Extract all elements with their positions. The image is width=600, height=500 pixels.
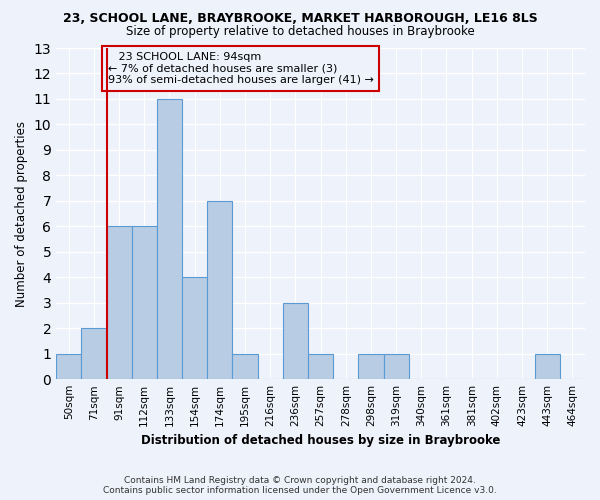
Bar	[82, 328, 107, 379]
Text: 23, SCHOOL LANE, BRAYBROOKE, MARKET HARBOROUGH, LE16 8LS: 23, SCHOOL LANE, BRAYBROOKE, MARKET HARB…	[62, 12, 538, 26]
Bar	[358, 354, 383, 379]
Bar	[107, 226, 132, 379]
Bar	[157, 99, 182, 379]
Y-axis label: Number of detached properties: Number of detached properties	[15, 120, 28, 306]
Bar	[207, 201, 232, 379]
Bar	[383, 354, 409, 379]
Bar	[232, 354, 257, 379]
Bar	[308, 354, 333, 379]
Bar	[132, 226, 157, 379]
Text: 23 SCHOOL LANE: 94sqm
← 7% of detached houses are smaller (3)
93% of semi-detach: 23 SCHOOL LANE: 94sqm ← 7% of detached h…	[108, 52, 374, 85]
Bar	[182, 278, 207, 379]
Text: Contains HM Land Registry data © Crown copyright and database right 2024.
Contai: Contains HM Land Registry data © Crown c…	[103, 476, 497, 495]
Bar	[535, 354, 560, 379]
X-axis label: Distribution of detached houses by size in Braybrooke: Distribution of detached houses by size …	[141, 434, 500, 448]
Bar	[283, 303, 308, 379]
Text: Size of property relative to detached houses in Braybrooke: Size of property relative to detached ho…	[125, 25, 475, 38]
Bar	[56, 354, 82, 379]
